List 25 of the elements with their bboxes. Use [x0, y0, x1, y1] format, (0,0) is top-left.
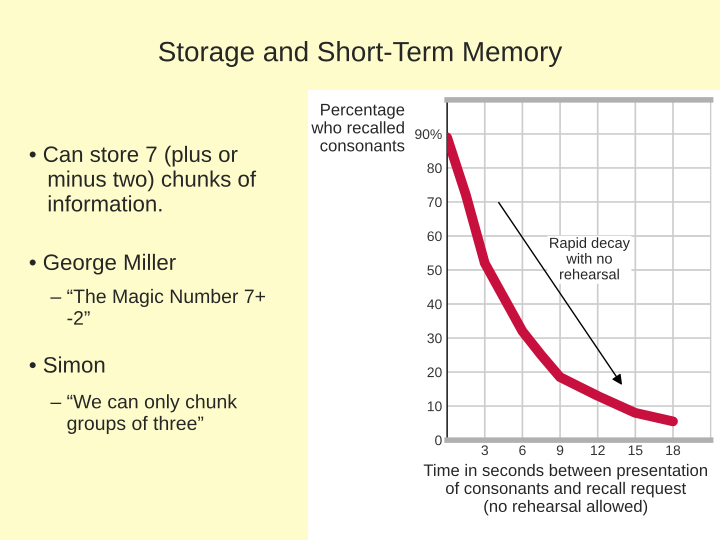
x-axis-title: Time in seconds between presentation of consonants and recall request (no rehearsal allowed) — [424, 464, 707, 516]
text: – “We can only chunk groups of three” — [50, 394, 238, 434]
y-tick-label: 0 — [435, 435, 442, 446]
y-axis-title: Percentage who recalled consonants — [311, 104, 404, 152]
text: – “The Magic Number 7+ -2” — [50, 288, 266, 325]
y-tick-label: 70 — [428, 197, 442, 208]
y-tick-label: 90% — [415, 129, 442, 140]
x-tick-label: 3 — [481, 445, 488, 456]
chart-title: Storage and Short-Term Memory — [159, 41, 562, 67]
y-tick-label: 10 — [428, 401, 442, 412]
y-tick-label: 80 — [427, 163, 442, 174]
text: • Can store 7 (plus or minus two) chunks of information. — [30, 146, 256, 212]
annotation: Rapid decay with no rehearsal — [550, 237, 630, 280]
x-tick-label: 6 — [519, 445, 526, 456]
x-tick-label: 12 — [591, 445, 605, 456]
y-tick-label: 50 — [427, 265, 442, 276]
x-tick-label: 15 — [628, 445, 642, 456]
y-tick-label: 60 — [428, 231, 442, 242]
text: • Simon — [30, 356, 104, 373]
x-tick-label: 18 — [666, 445, 680, 456]
text: • George Miller — [30, 254, 176, 275]
y-tick-label: 40 — [427, 299, 442, 310]
y-tick-label: 30 — [427, 333, 442, 344]
x-tick-label: 9 — [556, 445, 564, 456]
y-tick-label: 20 — [428, 367, 442, 378]
